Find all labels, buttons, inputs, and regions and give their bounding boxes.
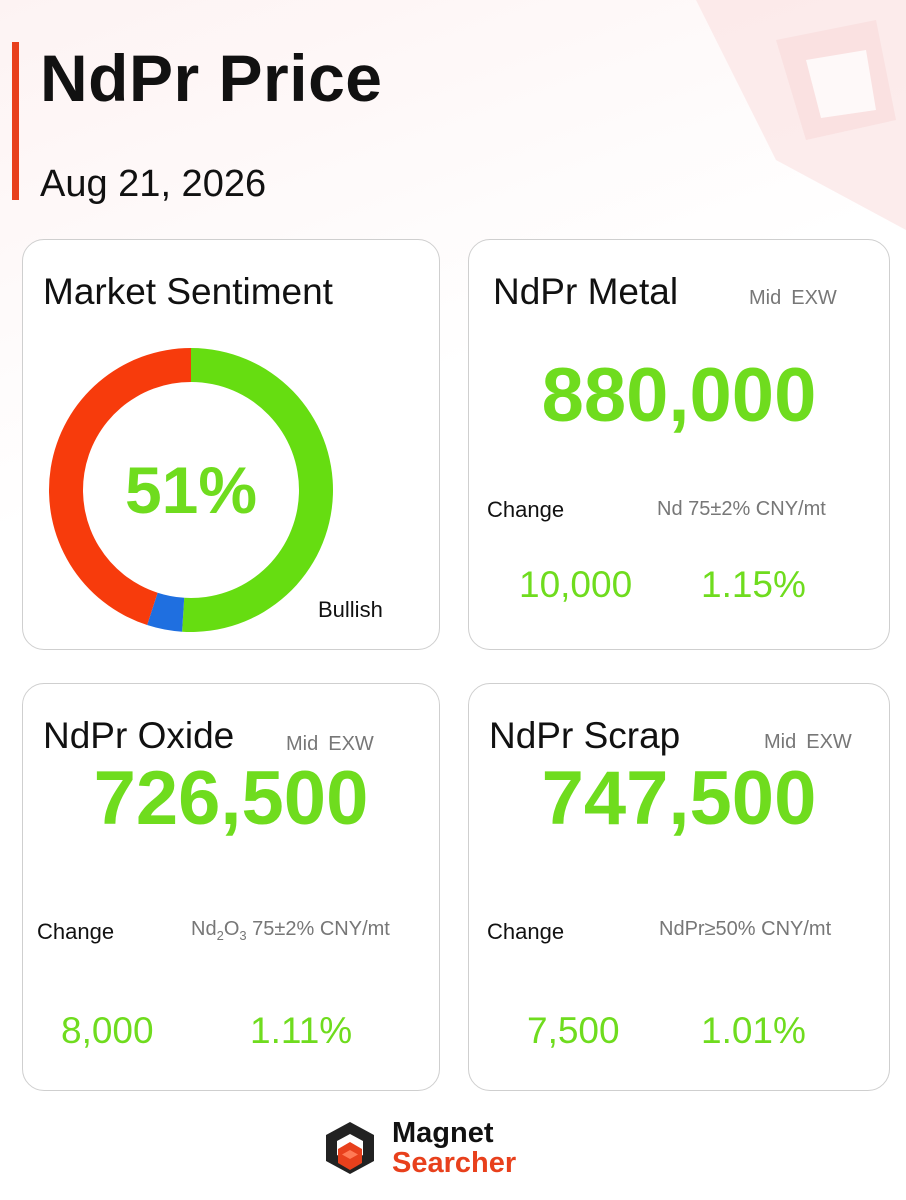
metal-price: 880,000: [541, 353, 817, 438]
donut-segment-bullish: [182, 348, 334, 632]
metal-change-percent: 1.15%: [701, 564, 806, 605]
sentiment-title: Market Sentiment: [43, 271, 333, 312]
sentiment-percent: 51%: [124, 453, 258, 527]
scrap-exw-label: EXW: [806, 731, 852, 753]
donut-segment-neutral: [147, 592, 185, 632]
oxide-exw-label: EXW: [328, 733, 374, 755]
oxide-meta: Mid EXW: [286, 732, 374, 756]
scrap-change-label: Change: [487, 919, 565, 944]
oxide-mid-label: Mid: [286, 733, 319, 755]
title-accent-bar: [12, 42, 19, 200]
oxide-card: NdPr Oxide Mid EXW 726,500 Change Nd2O3 7…: [22, 683, 440, 1091]
oxide-change-value: 8,000: [61, 1010, 154, 1051]
oxide-price: 726,500: [93, 756, 369, 841]
oxide-change-percent: 1.11%: [250, 1010, 353, 1051]
oxide-change-label: Change: [37, 919, 115, 944]
metal-change-label: Change: [487, 497, 565, 522]
scrap-card: NdPr Scrap Mid EXW 747,500 Change NdPr≥50…: [468, 683, 890, 1091]
scrap-meta: Mid EXW: [764, 730, 852, 754]
donut-segment-bearish: [49, 348, 191, 626]
sentiment-legend-label: Bullish: [318, 597, 383, 622]
scrap-price: 747,500: [541, 756, 817, 841]
logo-mark-icon: [326, 1122, 374, 1174]
oxide-spec: Nd2O3 75±2% CNY/mt: [191, 918, 390, 943]
scrap-mid-label: Mid: [764, 731, 797, 753]
logo-text: Magnet Searcher: [392, 1118, 516, 1178]
metal-change-value: 10,000: [519, 564, 633, 605]
sentiment-card: Market Sentiment 51% Bullish: [22, 239, 440, 650]
logo-line-2: Searcher: [392, 1147, 517, 1179]
background-decoration: [696, 0, 906, 230]
magnet-searcher-logo: Magnet Searcher: [322, 1118, 562, 1182]
scrap-change-value: 7,500: [527, 1010, 620, 1051]
metal-mid-label: Mid: [749, 287, 782, 309]
sentiment-donut-chart: [49, 348, 334, 632]
scrap-change-percent: 1.01%: [701, 1010, 806, 1051]
scrap-title: NdPr Scrap: [489, 715, 681, 756]
metal-spec: Nd 75±2% CNY/mt: [657, 498, 826, 520]
metal-title: NdPr Metal: [493, 271, 679, 312]
scrap-spec: NdPr≥50% CNY/mt: [659, 918, 832, 940]
oxide-title: NdPr Oxide: [43, 715, 235, 756]
metal-exw-label: EXW: [791, 287, 837, 309]
page-date: Aug 21, 2026: [40, 163, 267, 205]
metal-meta: Mid EXW: [749, 286, 837, 310]
logo-line-1: Magnet: [392, 1117, 494, 1149]
metal-card: NdPr Metal Mid EXW 880,000 Change Nd 75±2…: [468, 239, 890, 650]
page-title: NdPr Price: [40, 41, 383, 115]
